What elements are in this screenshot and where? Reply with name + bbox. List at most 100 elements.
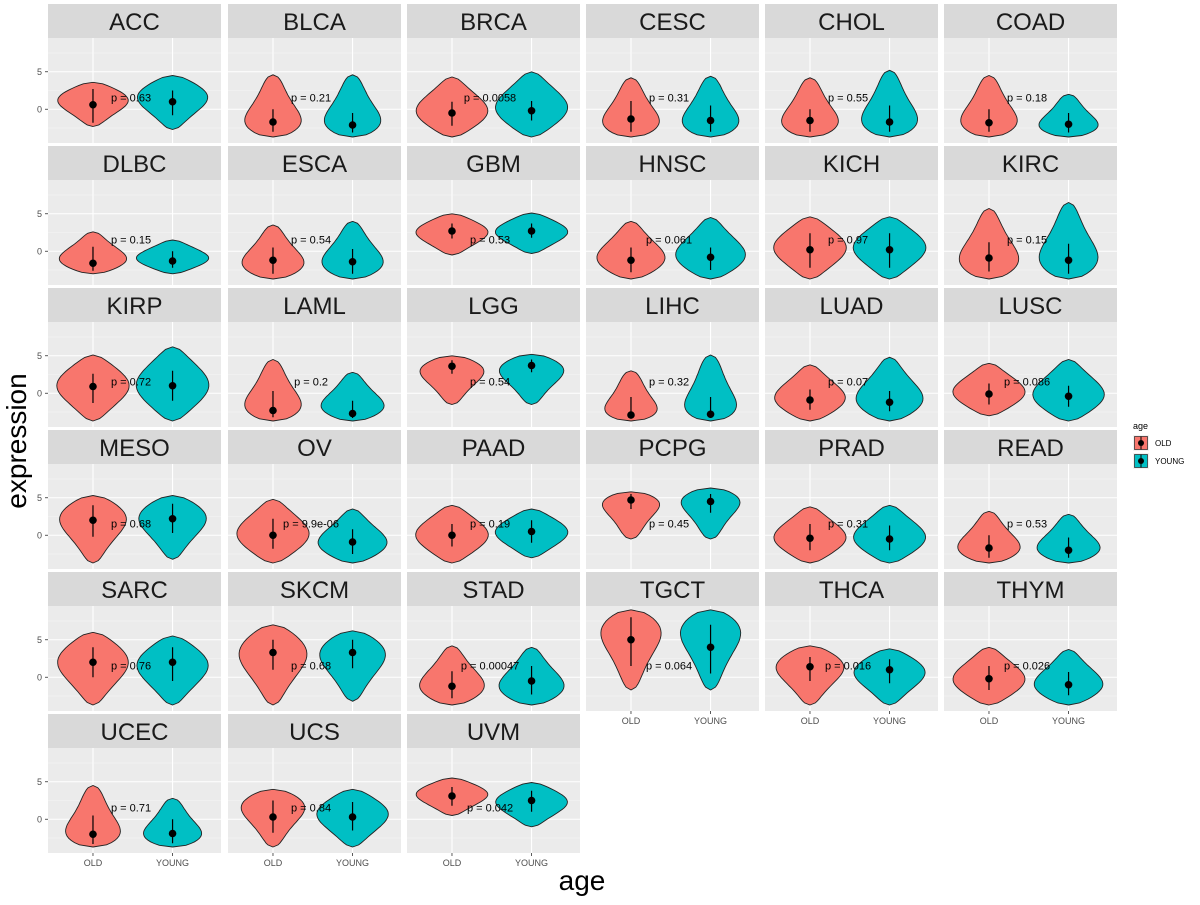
p-value-label: p = 0.84 [291, 802, 331, 814]
facet-strip [228, 288, 401, 322]
facet-title: LGG [468, 293, 519, 320]
p-value-label: p = 0.016 [825, 660, 871, 672]
facet-tgct: TGCT p = 0.064 OLD YOUNG [586, 572, 759, 726]
p-value-label: p = 0.53 [470, 234, 510, 246]
p-value-label: p = 0.97 [828, 234, 868, 246]
legend-label: YOUNG [1155, 457, 1184, 466]
facet-strip [586, 430, 759, 464]
violin-old [244, 74, 302, 138]
median-point-old [89, 259, 97, 268]
facet-stad: STAD p = 0.00047 [407, 572, 580, 711]
median-point-young [168, 97, 177, 106]
facet-kich: KICH p = 0.97 [765, 146, 938, 285]
facet-esca: ESCA p = 0.54 [228, 146, 401, 285]
p-value-label: p = 0.31 [649, 92, 689, 104]
facet-title: LIHC [645, 293, 700, 320]
facet-strip [586, 4, 759, 38]
violin-old [960, 75, 1018, 138]
y-tick-label: 5 [37, 209, 42, 219]
median-point-young [1064, 120, 1073, 129]
facet-pcpg: PCPG p = 0.45 [586, 430, 759, 569]
median-point-young [1064, 680, 1073, 689]
facet-strip [48, 714, 221, 748]
median-point-young [527, 796, 536, 805]
median-point-young [527, 227, 536, 235]
median-point-young [527, 106, 536, 115]
p-value-label: p = 0.21 [291, 92, 331, 104]
facet-title: OV [297, 435, 332, 462]
x-axis-title: age [559, 865, 606, 896]
facet-title: ESCA [282, 151, 347, 178]
x-tick-label: YOUNG [336, 858, 369, 868]
y-tick-label: 0 [37, 672, 42, 682]
median-point-young [527, 361, 536, 370]
x-tick-label: OLD [801, 716, 820, 726]
x-tick-label: YOUNG [515, 858, 548, 868]
median-point-old [806, 662, 814, 671]
legend-key-point [1138, 440, 1144, 446]
median-point-old [448, 109, 456, 117]
median-point-young [348, 121, 357, 129]
x-tick-label: OLD [84, 858, 103, 868]
p-value-label: p = 0.71 [111, 802, 151, 814]
facet-strip [407, 430, 580, 464]
facet-lusc: LUSC p = 0.086 [944, 288, 1117, 427]
median-point-old [985, 390, 993, 398]
facet-thca: THCA p = 0.016 OLD YOUNG [765, 572, 938, 726]
median-point-old [985, 254, 993, 262]
median-point-young [706, 253, 715, 262]
x-tick-label: YOUNG [694, 716, 727, 726]
facet-strip [407, 714, 580, 748]
median-point-old [806, 245, 814, 254]
facet-uvm: UVM p = 0.042 OLD YOUNG [407, 714, 580, 868]
p-value-label: p = 0.55 [828, 92, 868, 104]
violin-young [323, 74, 382, 138]
median-point-old [627, 496, 635, 504]
y-tick-label: 0 [37, 530, 42, 540]
median-point-young [168, 381, 177, 390]
median-point-young [1064, 392, 1073, 401]
median-point-young [527, 527, 536, 536]
facet-title: BRCA [460, 9, 527, 36]
violin-old [604, 370, 658, 422]
facet-strip [48, 288, 221, 322]
facet-title: GBM [466, 151, 521, 178]
violin-old [244, 359, 302, 422]
facet-lihc: LIHC p = 0.32 [586, 288, 759, 427]
facet-title: TGCT [640, 577, 706, 604]
p-value-label: p = 0.54 [470, 376, 510, 388]
facet-strip [228, 4, 401, 38]
facet-title: KICH [823, 151, 880, 178]
violin-young [684, 354, 737, 422]
facet-strip [407, 146, 580, 180]
median-point-old [269, 531, 277, 540]
violin-young [1038, 201, 1099, 280]
facet-title: MESO [99, 435, 170, 462]
violin-young [861, 69, 918, 138]
facet-cesc: CESC p = 0.31 [586, 4, 759, 143]
x-tick-label: OLD [264, 858, 283, 868]
p-value-label: p = 0.042 [467, 802, 513, 814]
violin-old [419, 355, 485, 405]
violin-young [498, 353, 565, 405]
median-point-old [985, 674, 993, 683]
facet-ov: OV p = 9.9e-06 [228, 430, 401, 569]
median-point-young [706, 643, 715, 652]
median-point-old [985, 118, 993, 127]
facet-title: HNSC [638, 151, 706, 178]
median-point-young [885, 118, 894, 126]
facet-strip [48, 146, 221, 180]
median-point-young [1064, 546, 1073, 555]
facet-title: LUAD [819, 293, 883, 320]
median-point-old [269, 256, 277, 265]
facet-lgg: LGG p = 0.54 [407, 288, 580, 427]
median-point-young [885, 535, 894, 543]
facet-strip [765, 572, 938, 606]
p-value-label: p = 0.00047 [461, 660, 519, 672]
median-point-young [168, 514, 177, 523]
facet-strip [586, 146, 759, 180]
p-value-label: p = 0.19 [470, 518, 510, 530]
median-point-old [448, 362, 456, 371]
facet-title: UCS [289, 719, 340, 746]
p-value-label: p = 0.07 [828, 376, 868, 388]
